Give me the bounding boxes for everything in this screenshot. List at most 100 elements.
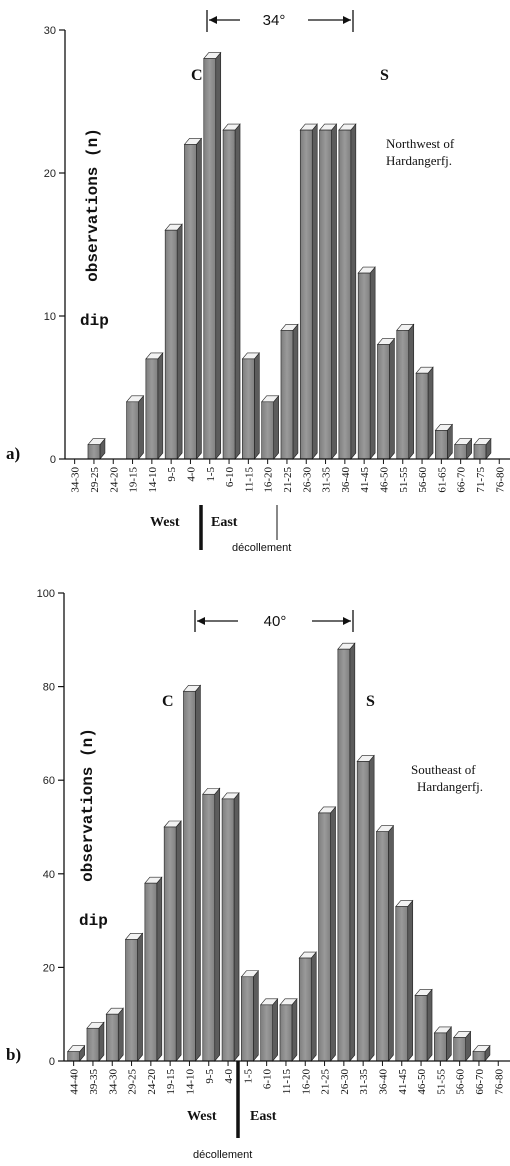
bar (434, 423, 453, 460)
y-tick-label: 10 (44, 311, 56, 323)
direction-east: East (250, 1109, 277, 1124)
y-axis-label-dip: dip (80, 312, 109, 330)
x-tick-label: 9-5 (166, 467, 178, 482)
bar (202, 787, 221, 1062)
bar (144, 876, 163, 1062)
region-label-line2: Hardangerfj. (386, 153, 452, 168)
bar (279, 998, 298, 1062)
separation-marker: 34° (206, 10, 354, 32)
y-tick-label: 30 (44, 25, 56, 37)
x-tick-label: 21-25 (320, 1069, 332, 1095)
y-tick-label: 20 (43, 962, 55, 974)
bar (375, 824, 395, 1062)
direction-west: West (150, 515, 180, 530)
y-tick-label: 100 (37, 588, 55, 600)
bar (298, 951, 317, 1062)
y-tick-label: 40 (43, 869, 55, 881)
bar (145, 352, 164, 460)
x-tick-label: 76-80 (494, 467, 506, 493)
decollement-label: décollement (193, 1149, 252, 1161)
x-tick-label: 71-75 (475, 467, 487, 493)
bar (376, 337, 396, 460)
x-tick-label: 46-50 (416, 1069, 428, 1095)
bar (433, 1026, 452, 1062)
separation-label: 40° (264, 613, 287, 630)
bar (124, 932, 144, 1062)
bar (182, 684, 202, 1062)
bar (105, 1007, 124, 1062)
bar (396, 323, 415, 460)
direction-west: West (187, 1109, 217, 1124)
bar (317, 806, 337, 1062)
y-axis-label: observations (n) (79, 728, 97, 882)
x-tick-label: 34-30 (70, 467, 82, 493)
y-axis-label-dip: dip (79, 912, 108, 930)
x-tick-label: 26-30 (339, 1069, 351, 1095)
x-tick-label: 6-10 (262, 1069, 274, 1090)
y-tick-label: 0 (49, 1056, 55, 1068)
x-tick-label: 36-40 (377, 1069, 389, 1095)
x-tick-label: 56-60 (417, 467, 429, 493)
decollement-label: décollement (232, 542, 291, 554)
x-tick-label: 46-50 (378, 467, 390, 493)
panel-label: a) (6, 444, 20, 463)
bar (472, 1044, 491, 1062)
x-tick-label: 26-30 (301, 467, 313, 493)
x-tick-label: 14-10 (147, 467, 159, 493)
bar (221, 792, 240, 1062)
x-tick-label: 34-30 (107, 1069, 119, 1095)
x-tick-label: 51-55 (398, 467, 410, 493)
x-tick-label: 14-10 (184, 1069, 196, 1095)
bar (240, 969, 259, 1062)
chart-panel-b: 0 20 40 60 80 100 44-40 39-35 34-30 29-25 24-20 19… (6, 588, 510, 1161)
bar (473, 437, 492, 460)
separation-marker: 40° (194, 610, 354, 632)
x-tick-label: 11-15 (281, 1069, 293, 1095)
x-tick-label: 29-25 (127, 1069, 139, 1095)
bar (125, 394, 145, 460)
x-tick-label: 44-40 (69, 1069, 81, 1095)
y-tick-label: 80 (43, 682, 55, 694)
bar (454, 437, 473, 460)
bar (86, 1021, 105, 1062)
peak-label-c: C (191, 67, 203, 84)
peak-label-s: S (366, 693, 375, 710)
x-tick-label: 66-70 (474, 1069, 486, 1095)
x-tick-label: 36-40 (340, 467, 352, 493)
x-tick-label: 4-0 (185, 467, 197, 482)
bar (337, 642, 356, 1062)
x-tick-label: 4-0 (223, 1069, 235, 1084)
x-tick-label: 29-25 (89, 467, 101, 493)
bar (338, 123, 357, 460)
bar (163, 820, 182, 1062)
x-tick-label: 1-5 (205, 467, 217, 482)
x-tick-label: 11-15 (243, 467, 255, 493)
x-tick-label: 6-10 (224, 467, 236, 488)
region-label-line1: Northwest of (386, 136, 455, 151)
x-tick-label: 56-60 (455, 1069, 467, 1095)
direction-east: East (211, 515, 238, 530)
bar (414, 988, 433, 1062)
panel-label: b) (6, 1045, 21, 1064)
bar (241, 352, 260, 460)
bar (299, 123, 318, 460)
x-tick-label: 21-25 (282, 467, 294, 493)
bar (395, 899, 414, 1062)
bar (280, 323, 299, 460)
bar (203, 51, 222, 460)
separation-label: 34° (263, 12, 286, 29)
y-tick-label: 20 (44, 168, 56, 180)
bar (453, 1030, 472, 1062)
bar (318, 123, 338, 460)
peak-label-c: C (162, 693, 174, 710)
bar (87, 437, 106, 460)
x-tick-label: 19-15 (165, 1069, 177, 1095)
x-tick-label: 16-20 (263, 467, 275, 493)
x-tick-label: 16-20 (300, 1069, 312, 1095)
region-label-line1: Southeast of (411, 762, 476, 777)
y-axis-label: observations (n) (84, 128, 102, 282)
y-tick-label: 60 (43, 775, 55, 787)
x-tick-label: 51-55 (435, 1069, 447, 1095)
x-tick-label: 39-35 (88, 1069, 100, 1095)
